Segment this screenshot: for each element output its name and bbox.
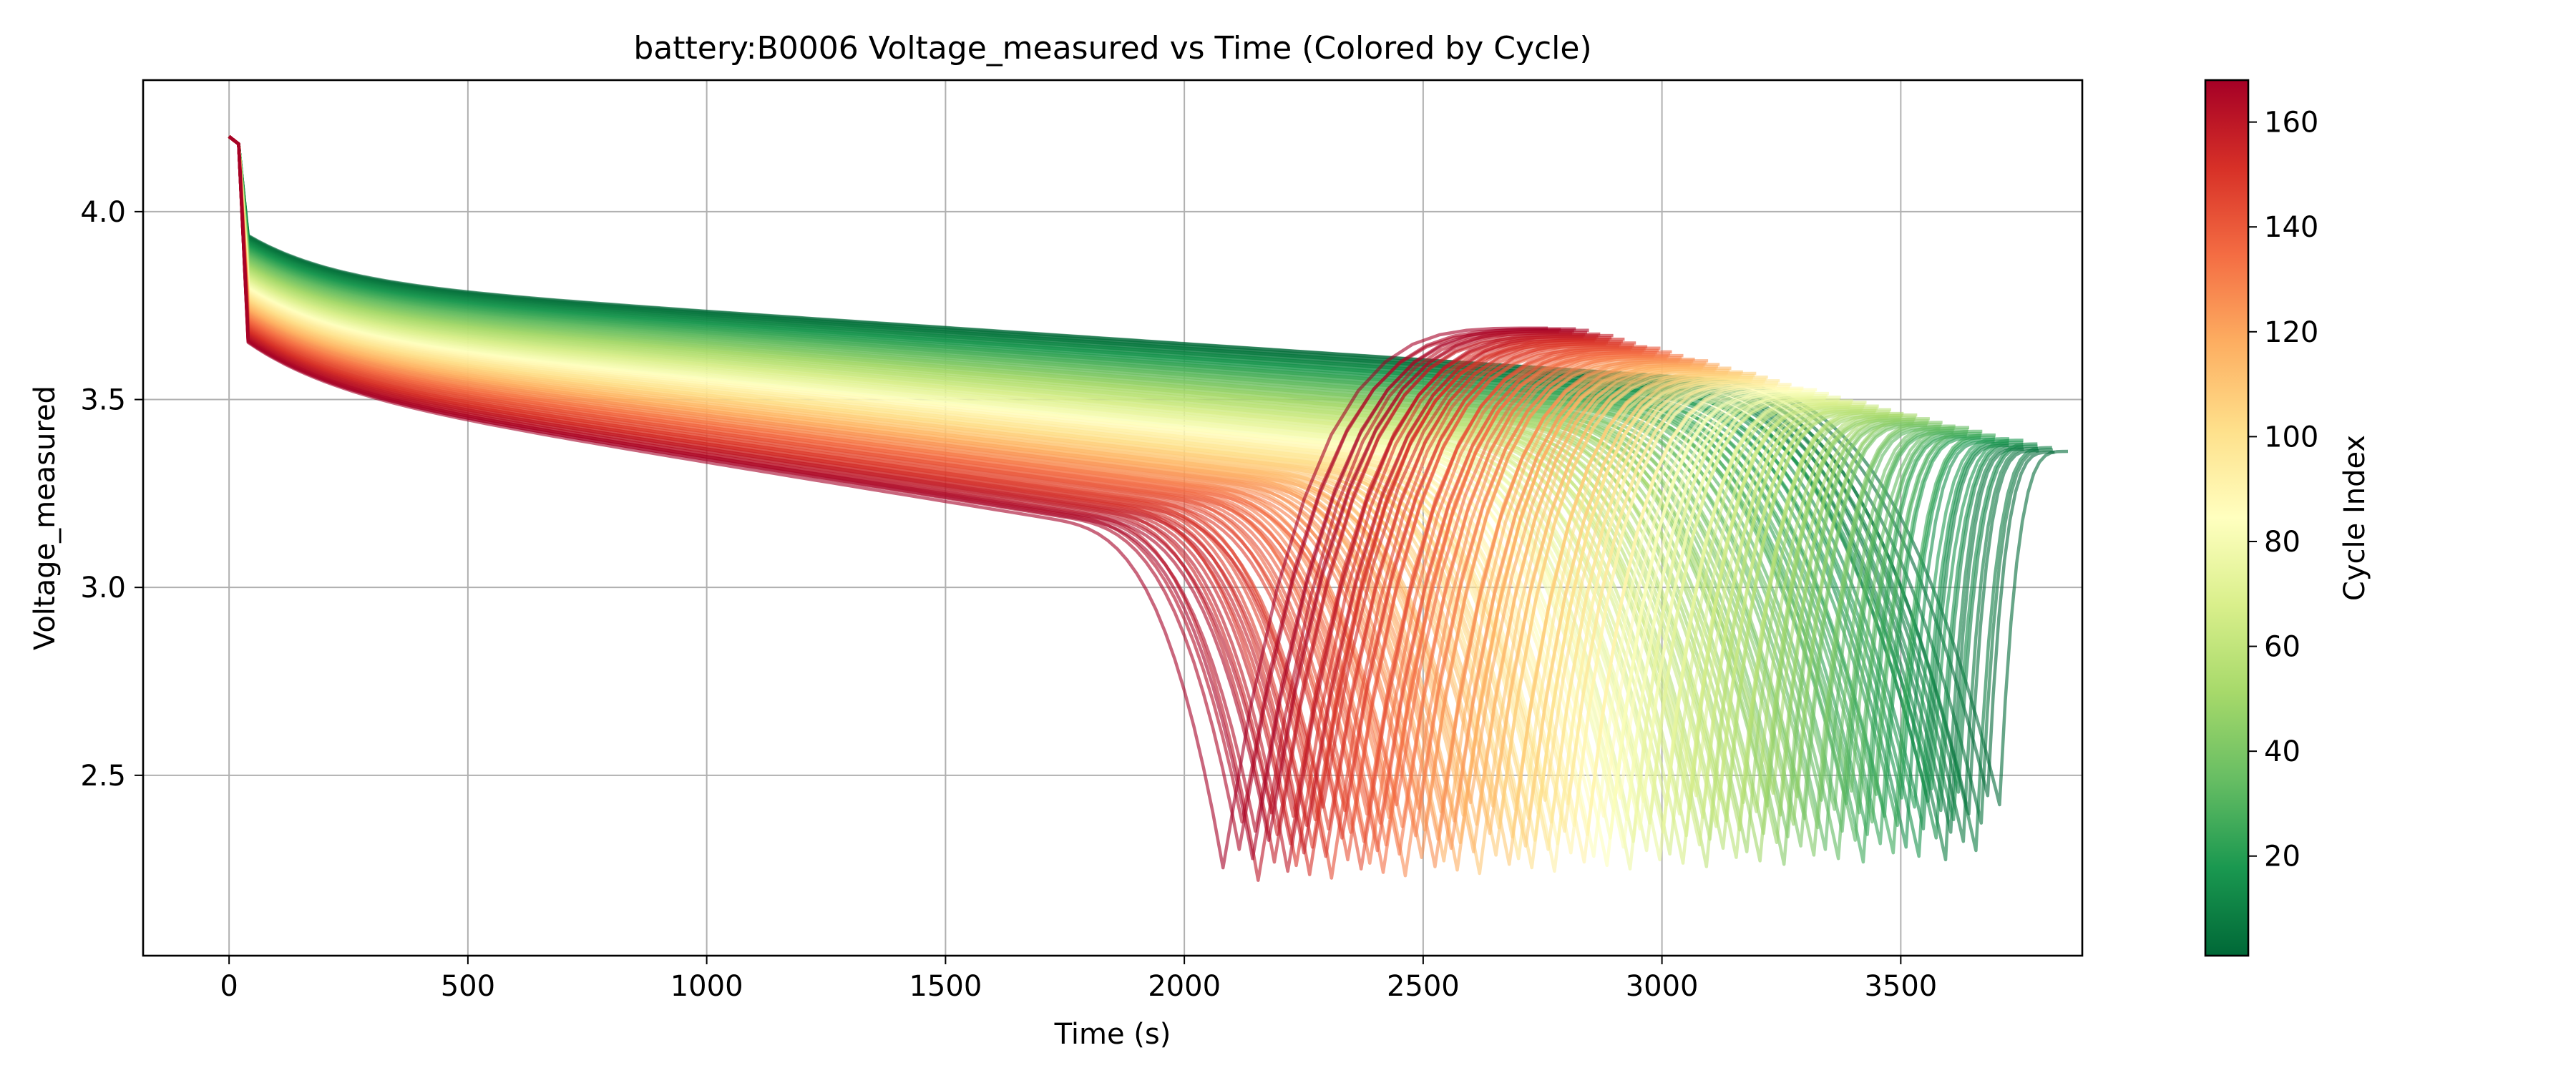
y-tick-label: 3.0	[80, 572, 126, 604]
colorbar-tick-label: 60	[2264, 631, 2301, 664]
y-axis: 2.5 3.0 3.5 4.0	[80, 196, 143, 793]
colorbar-gradient	[2204, 79, 2250, 957]
cycle-line	[228, 135, 1548, 870]
colorbar-tick-label: 80	[2264, 526, 2301, 559]
x-tick-label: 1500	[909, 970, 982, 1003]
colorbar-ticks: 20 40 60 80 100 120 140 160	[2248, 107, 2318, 873]
colorbar-tick-label: 140	[2264, 211, 2318, 244]
colorbar-tick-label: 160	[2264, 107, 2318, 139]
x-axis-label: Time (s)	[1054, 1018, 1171, 1051]
plot-frame	[142, 79, 2084, 957]
colorbar-tick-label: 120	[2264, 316, 2318, 349]
x-tick-label: 1000	[670, 970, 743, 1003]
x-axis: 0 500 1000 1500 2000 2500 3000 3500	[220, 956, 1937, 1003]
chart-title: battery:B0006 Voltage_measured vs Time (…	[633, 30, 1591, 67]
x-tick-label: 2500	[1387, 970, 1460, 1003]
x-tick-label: 2000	[1148, 970, 1221, 1003]
x-tick-label: 500	[441, 970, 495, 1003]
y-tick-label: 3.5	[80, 384, 126, 417]
colorbar-tick-label: 20	[2264, 841, 2301, 873]
colorbar-label: Cycle Index	[2338, 435, 2371, 601]
x-tick-label: 3000	[1626, 970, 1699, 1003]
y-tick-label: 4.0	[80, 196, 126, 229]
colorbar-tick-label: 40	[2264, 735, 2301, 768]
colorbar: 20 40 60 80 100 120 140 160 Cycle Index	[2204, 79, 2371, 957]
y-axis-label: Voltage_measured	[29, 386, 62, 650]
x-tick-label: 3500	[1864, 970, 1937, 1003]
x-tick-label: 0	[220, 970, 238, 1003]
series-lines	[228, 135, 2069, 882]
y-tick-label: 2.5	[80, 760, 126, 793]
colorbar-tick-label: 100	[2264, 421, 2318, 454]
